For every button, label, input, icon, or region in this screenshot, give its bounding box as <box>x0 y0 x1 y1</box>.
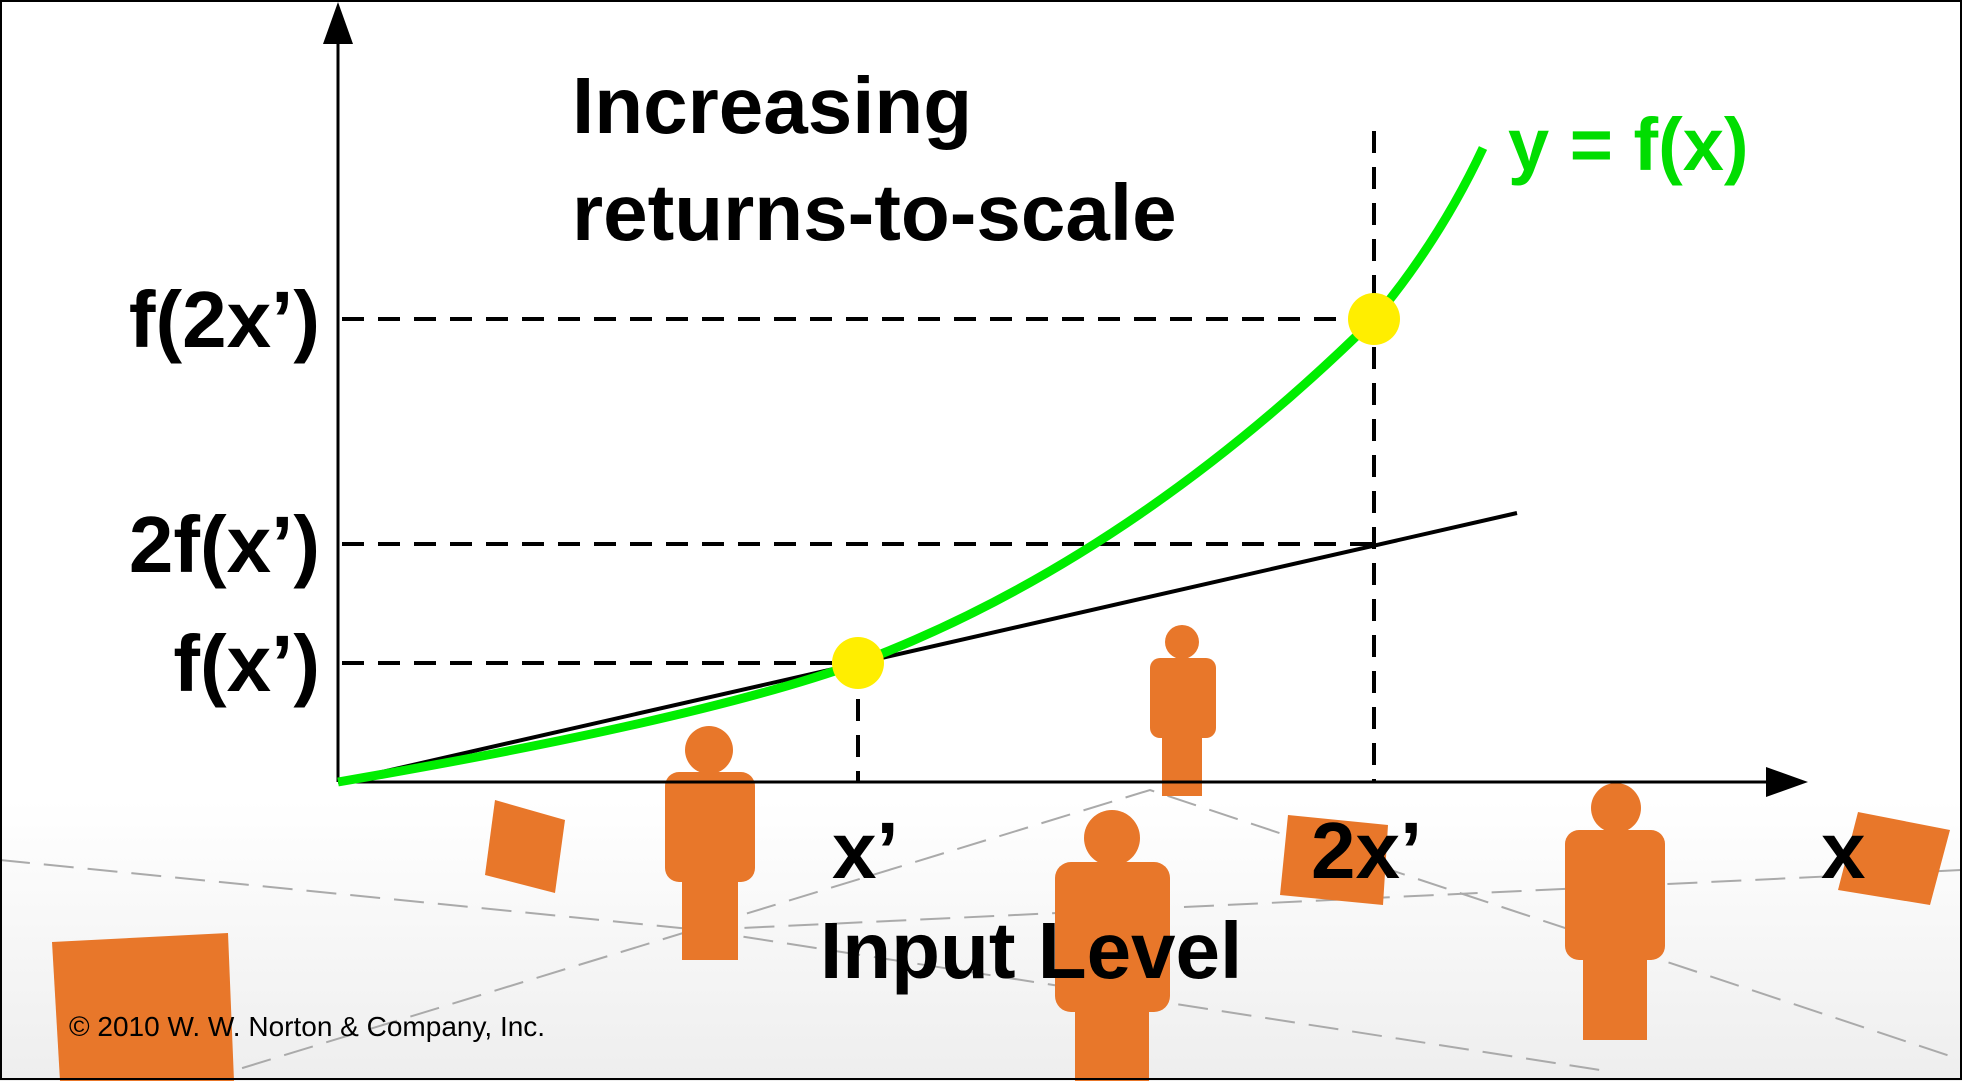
title: returns-to-scale <box>572 168 1177 257</box>
constant-returns-line <box>337 511 1518 784</box>
point <box>1348 293 1400 345</box>
y-label: f(2x’) <box>129 275 320 364</box>
curve-label: y = f(x) <box>1508 103 1749 186</box>
copyright: © 2010 W. W. Norton & Company, Inc. <box>69 1011 545 1042</box>
y-label: 2f(x’) <box>129 500 320 589</box>
point <box>832 637 884 689</box>
x-label: 2x’ <box>1311 806 1422 895</box>
x-axis-title: Input Level <box>820 906 1242 995</box>
x-label: x’ <box>832 806 899 895</box>
y-label: f(x’) <box>173 619 320 708</box>
title: Increasing <box>572 61 972 150</box>
x-label: x <box>1821 806 1866 895</box>
production-curve <box>337 146 1488 787</box>
background-figures <box>52 625 1950 1081</box>
